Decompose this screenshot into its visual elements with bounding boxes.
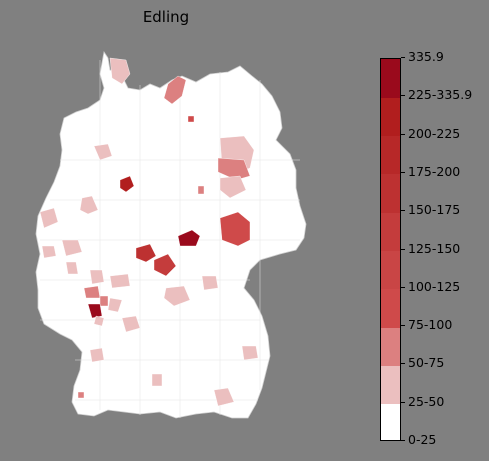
district-north-1 bbox=[109, 57, 131, 85]
colorbar-band bbox=[381, 403, 400, 440]
colorbar-band bbox=[381, 288, 400, 328]
colorbar-label: 75-100 bbox=[408, 317, 453, 333]
district-east-4 bbox=[201, 275, 219, 291]
district-center-red bbox=[177, 229, 201, 247]
district-east-2 bbox=[217, 157, 251, 181]
district-center-large bbox=[219, 211, 251, 247]
district-south-5 bbox=[151, 373, 163, 387]
district-nw-red bbox=[119, 175, 135, 193]
district-south-7 bbox=[77, 391, 85, 399]
map-title: Edling bbox=[142, 8, 190, 26]
district-small bbox=[197, 185, 205, 195]
colorbar-label: 100-125 bbox=[408, 278, 461, 294]
district-south-6 bbox=[213, 387, 235, 407]
colorbar-tick bbox=[401, 171, 405, 173]
colorbar-tick bbox=[401, 248, 405, 250]
colorbar-label: 150-175 bbox=[408, 202, 461, 218]
district-south-1 bbox=[121, 315, 141, 333]
colorbar-band bbox=[381, 250, 400, 290]
colorbar-tick bbox=[401, 133, 405, 135]
district-sw-3 bbox=[83, 285, 101, 299]
colorbar-band bbox=[381, 97, 400, 137]
colorbar-tick bbox=[401, 325, 405, 327]
district-sw-4 bbox=[99, 295, 109, 307]
district-sw-2 bbox=[109, 273, 131, 289]
colorbar-band bbox=[381, 365, 400, 405]
district-west-3 bbox=[39, 207, 59, 229]
colorbar-band bbox=[381, 173, 400, 213]
district-south-3 bbox=[89, 347, 105, 363]
district-sw-6 bbox=[93, 315, 105, 327]
colorbar-label: 25-50 bbox=[408, 393, 445, 409]
district-west-2 bbox=[79, 195, 99, 215]
district-sw-1 bbox=[89, 269, 105, 285]
colorbar-label: 0-25 bbox=[408, 432, 437, 447]
district-center-2 bbox=[135, 243, 157, 263]
district-west-4 bbox=[61, 239, 83, 257]
colorbar-label: 125-150 bbox=[408, 240, 461, 256]
district-highlights bbox=[39, 57, 259, 407]
colorbar-band bbox=[381, 59, 400, 98]
colorbar-band bbox=[381, 327, 400, 366]
district-north-2 bbox=[163, 75, 187, 105]
colorbar-tick bbox=[401, 210, 405, 212]
colorbar-tick bbox=[401, 57, 405, 58]
germany-outline bbox=[35, 50, 307, 419]
colorbar-label: 50-75 bbox=[408, 355, 445, 371]
colorbar-tick bbox=[401, 401, 405, 403]
district-sw-red bbox=[87, 303, 103, 319]
germany-district-map bbox=[35, 50, 307, 419]
colorbar-tick bbox=[401, 363, 405, 365]
colorbar-tick bbox=[401, 286, 405, 288]
district-east-3 bbox=[219, 175, 247, 199]
colorbar-tick bbox=[401, 95, 405, 97]
colorbar-label: 225-335.9 bbox=[408, 87, 473, 103]
district-west-6 bbox=[65, 261, 79, 275]
district-west-1 bbox=[93, 143, 113, 161]
colorbar-label: 335.9 bbox=[408, 49, 444, 64]
district-sw-5 bbox=[107, 297, 123, 313]
district-south-2 bbox=[163, 285, 191, 307]
colorbar-label: 200-225 bbox=[408, 125, 461, 141]
colorbar-band bbox=[381, 212, 400, 251]
colorbar-band bbox=[381, 135, 400, 175]
colorbar bbox=[380, 58, 401, 441]
district-west-5 bbox=[41, 245, 57, 259]
district-center-3 bbox=[153, 253, 177, 277]
colorbar-label: 175-200 bbox=[408, 163, 461, 179]
colorbar-tick bbox=[401, 440, 405, 441]
district-south-4 bbox=[241, 345, 259, 361]
district-north-3 bbox=[187, 115, 195, 123]
